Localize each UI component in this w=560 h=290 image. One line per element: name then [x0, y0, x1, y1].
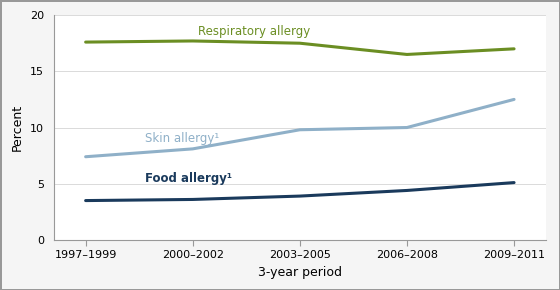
Text: Skin allergy¹: Skin allergy¹	[144, 132, 219, 145]
Y-axis label: Percent: Percent	[11, 104, 24, 151]
Text: Respiratory allergy: Respiratory allergy	[198, 26, 310, 39]
X-axis label: 3-year period: 3-year period	[258, 266, 342, 279]
Text: Food allergy¹: Food allergy¹	[144, 172, 231, 185]
